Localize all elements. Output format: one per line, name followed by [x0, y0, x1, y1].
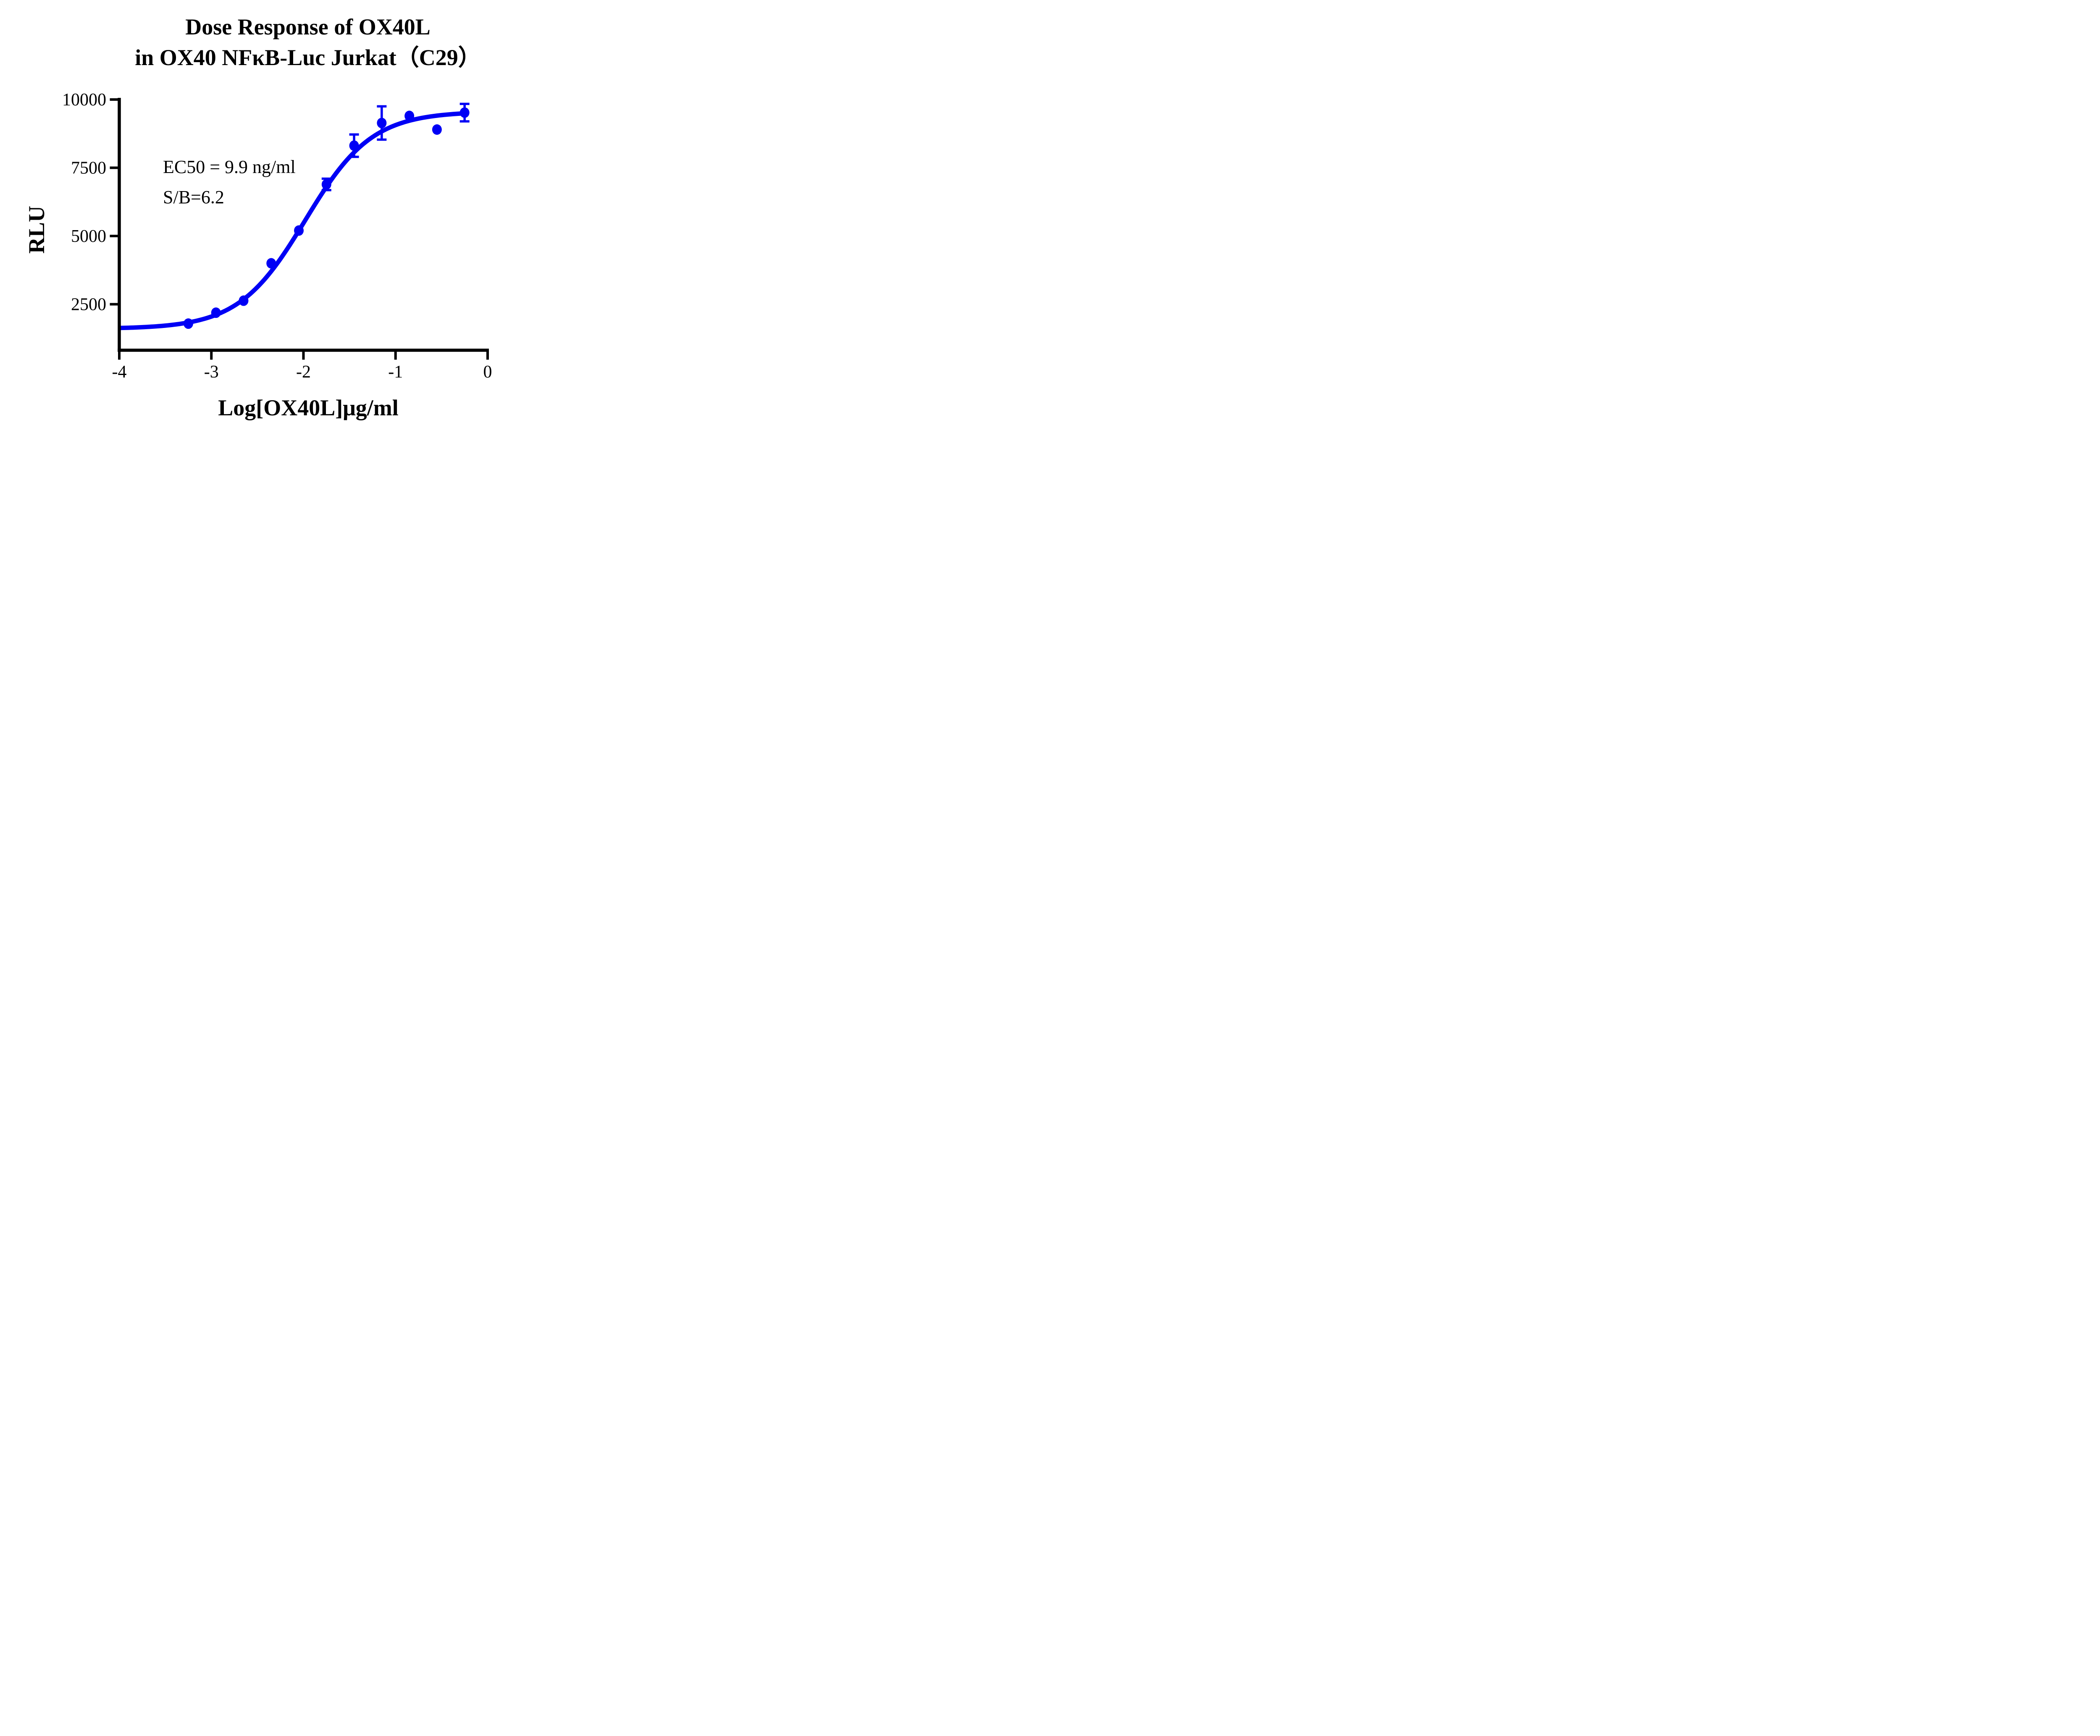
- signal-background-text: S/B=6.2: [163, 187, 224, 207]
- data-point-marker: [266, 258, 276, 269]
- data-point-marker: [349, 140, 359, 151]
- data-point-marker: [294, 225, 304, 236]
- data-point-marker: [459, 107, 470, 118]
- y-tick-label: 7500: [71, 159, 106, 178]
- data-point-marker: [377, 118, 387, 128]
- fit-curve: [119, 111, 465, 330]
- x-tick-label: -4: [112, 362, 127, 382]
- x-tick-label: -1: [388, 362, 403, 382]
- x-tick-label: -2: [296, 362, 311, 382]
- data-point-marker: [321, 179, 331, 190]
- ec50-value-text: EC50 = 9.9 ng/ml: [163, 157, 296, 177]
- data-point-marker: [404, 110, 415, 121]
- plot-area: 2500 5000 7500 10000 -4 -3 -2 -1 0: [62, 90, 492, 382]
- chart-title: Dose Response of OX40L in OX40 NFκB-Luc …: [67, 12, 549, 73]
- dose-response-figure: Dose Response of OX40L in OX40 NFκB-Luc …: [0, 0, 549, 434]
- chart-title-line2: in OX40 NFκB-Luc Jurkat（C29）: [135, 45, 481, 70]
- y-tick-label: 5000: [71, 227, 106, 246]
- data-point-marker: [183, 318, 193, 329]
- x-tick-label: 0: [483, 362, 492, 382]
- data-point-marker: [239, 295, 249, 306]
- x-axis-title: Log[OX40L]μg/ml: [218, 395, 399, 420]
- chart-title-line1: Dose Response of OX40L: [185, 14, 430, 39]
- x-tick-label: -3: [204, 362, 219, 382]
- data-point-marker: [432, 124, 442, 135]
- y-tick-label: 10000: [62, 90, 106, 110]
- ec50-annotation: EC50 = 9.9 ng/ml S/B=6.2: [163, 152, 296, 212]
- y-tick-label: 2500: [71, 295, 106, 315]
- data-point-marker: [211, 307, 221, 318]
